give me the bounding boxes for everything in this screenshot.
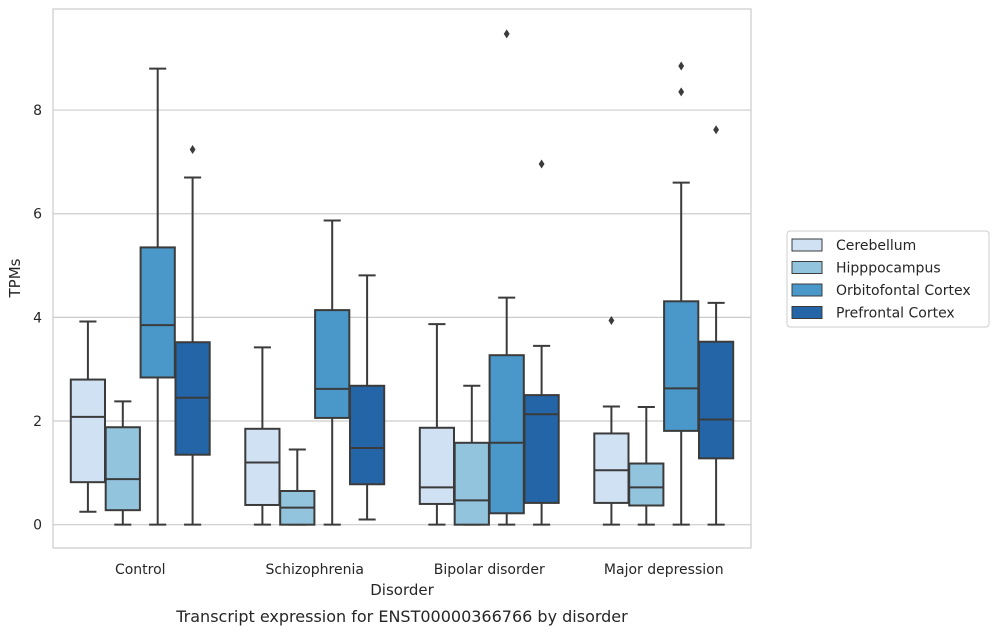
x-axis-label: Disorder: [370, 581, 434, 599]
outlier-point-0: [713, 125, 720, 135]
box-1-0: [104, 400, 141, 526]
legend-swatch-3: [791, 306, 823, 319]
y-axis: 0 2 4 6 8: [33, 103, 42, 534]
box-0-1: [244, 346, 281, 526]
outlier-point-0: [678, 87, 685, 97]
legend-label-3: Prefrontal Cortex: [836, 306, 955, 322]
box-body: [593, 432, 630, 504]
box-body: [104, 426, 141, 512]
box-2-1: [314, 219, 351, 526]
legend-swatch-2: [791, 283, 823, 297]
legend-label-0: Cerebellum: [836, 238, 916, 254]
boxes: [69, 29, 735, 526]
legend: Cerebellum Hipppocampus Orbitofontal Corte…: [786, 230, 990, 328]
box-0-0: [69, 320, 107, 513]
box-2-0: [139, 67, 176, 526]
box-3-3: [697, 125, 735, 526]
outlier-point-1: [678, 61, 685, 71]
legend-frame: [786, 230, 990, 328]
box-body: [697, 340, 735, 460]
legend-label-1: Hipppocampus: [836, 261, 941, 277]
box-body: [314, 309, 351, 419]
box-body: [348, 384, 386, 486]
legend-label-2: Orbitofontal Cortex: [836, 283, 971, 299]
box-body: [418, 426, 456, 505]
box-2-2: [488, 29, 525, 526]
x-tick-label-0: Control: [115, 562, 166, 578]
outlier-point-0: [503, 29, 510, 39]
y-tick-label-4: 4: [33, 310, 42, 326]
outlier-point-0: [538, 159, 545, 169]
box-body: [488, 354, 525, 515]
box-3-0: [174, 144, 211, 526]
y-tick-label-0: 0: [33, 518, 42, 534]
outlier-point-0: [608, 315, 615, 325]
y-axis-label: TPMs: [6, 258, 24, 298]
box-body: [523, 394, 560, 504]
box-body: [453, 441, 490, 526]
box-body: [628, 462, 665, 507]
legend-swatch-1: [791, 261, 823, 274]
box-3-1: [348, 274, 386, 521]
box-2-3: [663, 61, 700, 526]
box-1-1: [279, 448, 316, 526]
x-tick-label-2: Bipolar disorder: [434, 562, 545, 578]
box-body: [69, 378, 107, 484]
box-body: [139, 246, 176, 379]
box-1-2: [453, 384, 490, 526]
outlier-point-0: [189, 144, 196, 154]
x-axis: Control Schizophrenia Bipolar disorder Majo…: [115, 562, 724, 578]
box-1-3: [628, 406, 665, 526]
box-0-3: [593, 315, 630, 526]
chart-caption: Transcript expression for ENST0000036676…: [175, 607, 628, 626]
legend-swatch-0: [791, 238, 823, 252]
x-tick-label-1: Schizophrenia: [266, 562, 364, 578]
x-tick-label-3: Major depression: [604, 562, 724, 578]
y-tick-label-2: 2: [33, 414, 42, 430]
box-body: [244, 427, 281, 506]
box-0-2: [418, 323, 456, 526]
box-3-2: [523, 159, 560, 526]
box-body: [663, 300, 700, 432]
plot-frame: [52, 8, 752, 549]
y-tick-label-8: 8: [33, 103, 42, 119]
y-tick-label-6: 6: [33, 207, 42, 223]
